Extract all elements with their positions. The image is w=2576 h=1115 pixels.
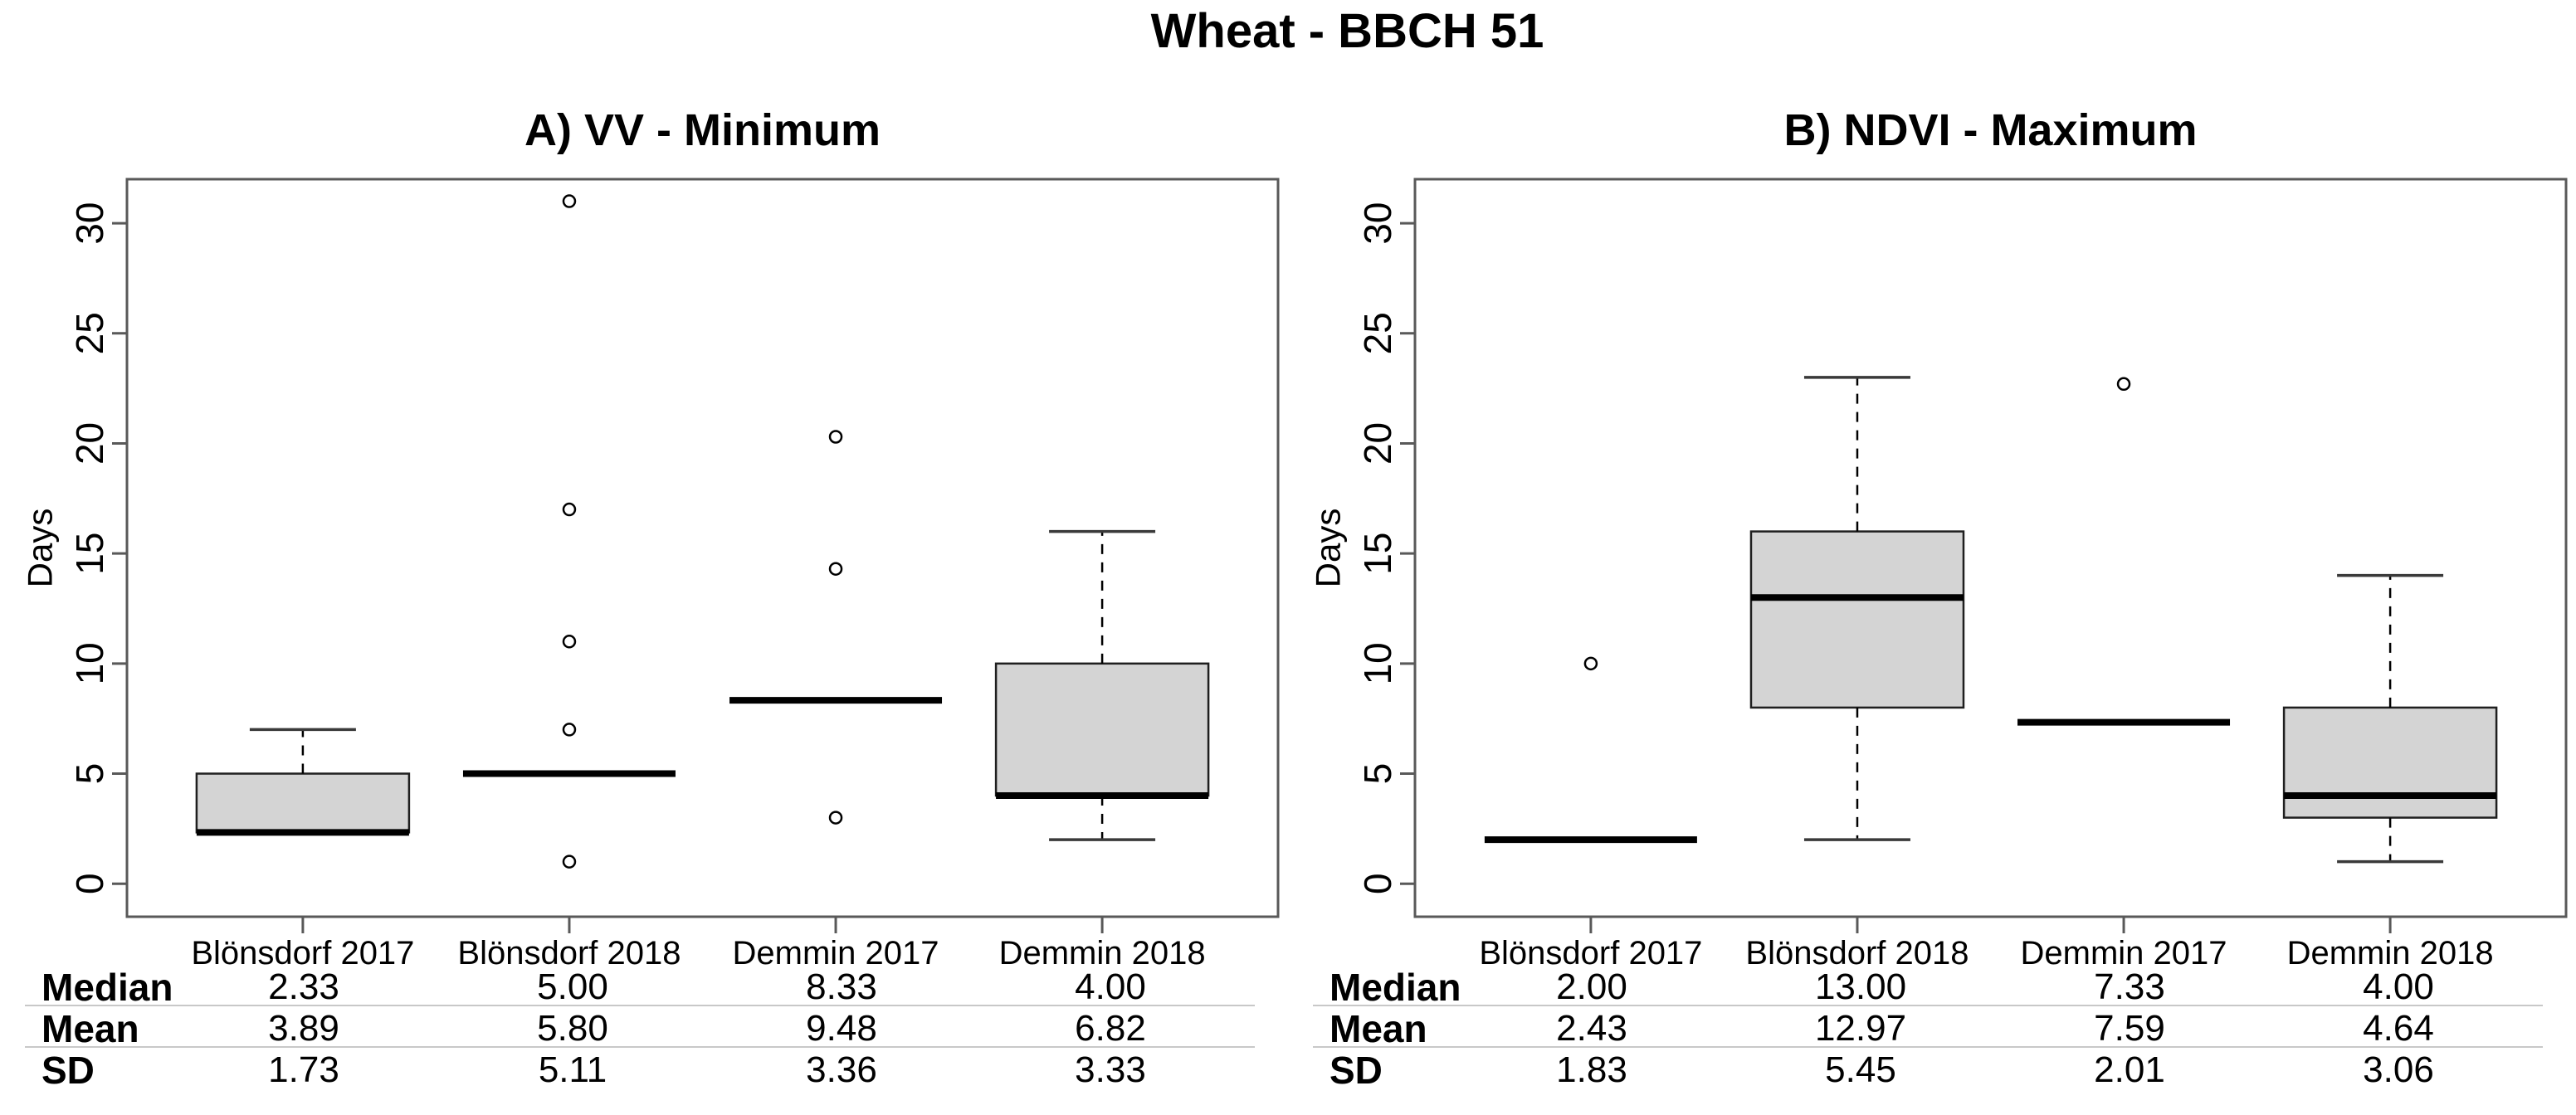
x-category-label: Demmin 2017	[2021, 935, 2227, 966]
x-category-label: Blönsdorf 2018	[1745, 935, 1969, 966]
stats-value: 7.33	[2094, 966, 2165, 1007]
stats-value: 3.06	[2363, 1049, 2434, 1090]
stats-value: 2.43	[1556, 1008, 1627, 1049]
stats-row: SD 1.83 5.45 2.01 3.06	[1288, 1048, 2576, 1092]
panel-title: A) VV - Minimum	[524, 105, 881, 155]
stats-value: 9.48	[806, 1008, 877, 1049]
y-tick-label: 25	[68, 312, 111, 354]
panel-title: B) NDVI - Maximum	[1783, 105, 2198, 155]
stats-row: Mean 2.43 12.97 7.59 4.64	[1288, 1006, 2576, 1050]
stats-value: 5.00	[537, 966, 608, 1007]
panel-vv-minimum: A) VV - Minimum 0 5 10 15 20 25 30 Days Blönsdor…	[0, 83, 1288, 1115]
stats-value: 7.59	[2094, 1008, 2165, 1049]
y-axis-label: Days	[1309, 509, 1348, 588]
outlier-point	[562, 194, 577, 208]
stats-row-label: Mean	[1329, 1007, 1427, 1050]
stats-value: 3.36	[806, 1049, 877, 1090]
y-tick-label: 0	[1356, 873, 1399, 894]
outlier-point	[2116, 377, 2131, 392]
stats-value: 5.11	[538, 1049, 607, 1090]
stats-value: 5.45	[1825, 1049, 1896, 1090]
box	[2282, 706, 2498, 819]
outlier-point	[562, 635, 577, 649]
y-tick-label: 30	[68, 202, 111, 244]
y-tick-label: 10	[68, 642, 111, 684]
stats-row: SD 1.73 5.11 3.36 3.33	[0, 1048, 1288, 1092]
stats-value: 4.64	[2363, 1008, 2434, 1049]
stats-row: Mean 3.89 5.80 9.48 6.82	[0, 1006, 1288, 1050]
x-category-label: Blönsdorf 2017	[191, 935, 414, 966]
y-axis-label: Days	[21, 509, 60, 588]
stats-value: 8.33	[806, 966, 877, 1007]
boxplot-chart: 0 5 10 15 20 25 30 Days Blönsdorf 2017 Blönsdorf …	[1309, 178, 2568, 966]
outlier-point	[828, 562, 843, 576]
y-tick-label: 20	[1356, 422, 1399, 465]
stats-value: 2.33	[268, 966, 339, 1007]
stats-row-separator	[1313, 1005, 2543, 1006]
y-tick-label: 10	[1356, 642, 1399, 684]
y-tick-label: 5	[1356, 763, 1399, 785]
stats-row-label: SD	[41, 1049, 95, 1092]
stats-row-label: Mean	[41, 1007, 139, 1050]
panel-ndvi-maximum: B) NDVI - Maximum 0 5 10 15 20 25 30 Days Blönsd…	[1288, 83, 2576, 1115]
stats-row-label: Median	[41, 966, 173, 1009]
stats-value: 4.00	[1075, 966, 1146, 1007]
stats-row: Median 2.33 5.00 8.33 4.00	[0, 965, 1288, 1009]
plot-frame	[125, 178, 1280, 918]
stats-row-separator	[1313, 1046, 2543, 1048]
y-tick-label: 20	[68, 422, 111, 465]
outlier-point	[828, 811, 843, 825]
box	[1749, 530, 1965, 709]
stats-row-separator	[25, 1046, 1255, 1048]
stats-value: 2.01	[2094, 1049, 2165, 1090]
stats-table: Median 2.00 13.00 7.33 4.00 Mean 2.43 12.97 7.59…	[1288, 965, 2576, 1092]
stats-value: 13.00	[1814, 966, 1907, 1007]
stats-value: 3.33	[1075, 1049, 1146, 1090]
stats-value: 1.83	[1556, 1049, 1627, 1090]
figure-title: Wheat - BBCH 51	[1150, 4, 1544, 58]
outlier-point	[562, 502, 577, 517]
stats-value: 2.00	[1556, 966, 1627, 1007]
outlier-point	[562, 723, 577, 737]
y-tick-label: 15	[1356, 533, 1399, 575]
x-category-label: Demmin 2018	[999, 935, 1206, 966]
x-category-label: Blönsdorf 2018	[457, 935, 681, 966]
stats-value: 3.89	[268, 1008, 339, 1049]
outlier-point	[828, 430, 843, 444]
x-category-label: Demmin 2017	[733, 935, 939, 966]
stats-row-label: SD	[1329, 1049, 1383, 1092]
x-category-label: Demmin 2018	[2287, 935, 2494, 966]
stats-value: 5.80	[537, 1008, 608, 1049]
stats-value: 4.00	[2363, 966, 2434, 1007]
stats-row-label: Median	[1329, 966, 1461, 1009]
stats-value: 12.97	[1814, 1008, 1907, 1049]
stats-table: Median 2.33 5.00 8.33 4.00 Mean 3.89 5.80 9.48 6.…	[0, 965, 1288, 1092]
y-tick-label: 0	[68, 873, 111, 894]
outlier-point	[1583, 656, 1598, 671]
stats-row: Median 2.00 13.00 7.33 4.00	[1288, 965, 2576, 1009]
box	[195, 772, 411, 834]
outlier-point	[562, 855, 577, 869]
x-category-label: Blönsdorf 2017	[1479, 935, 1702, 966]
y-tick-label: 5	[68, 763, 111, 785]
stats-value: 1.73	[268, 1049, 339, 1090]
boxplot-chart: 0 5 10 15 20 25 30 Days Blönsdorf 2017 Blönsdorf …	[21, 178, 1280, 966]
stats-row-separator	[25, 1005, 1255, 1006]
y-tick-label: 25	[1356, 312, 1399, 354]
stats-value: 6.82	[1075, 1008, 1146, 1049]
box	[994, 662, 1210, 797]
y-tick-label: 30	[1356, 202, 1399, 244]
plot-frame	[1413, 178, 2568, 918]
y-tick-label: 15	[68, 533, 111, 575]
